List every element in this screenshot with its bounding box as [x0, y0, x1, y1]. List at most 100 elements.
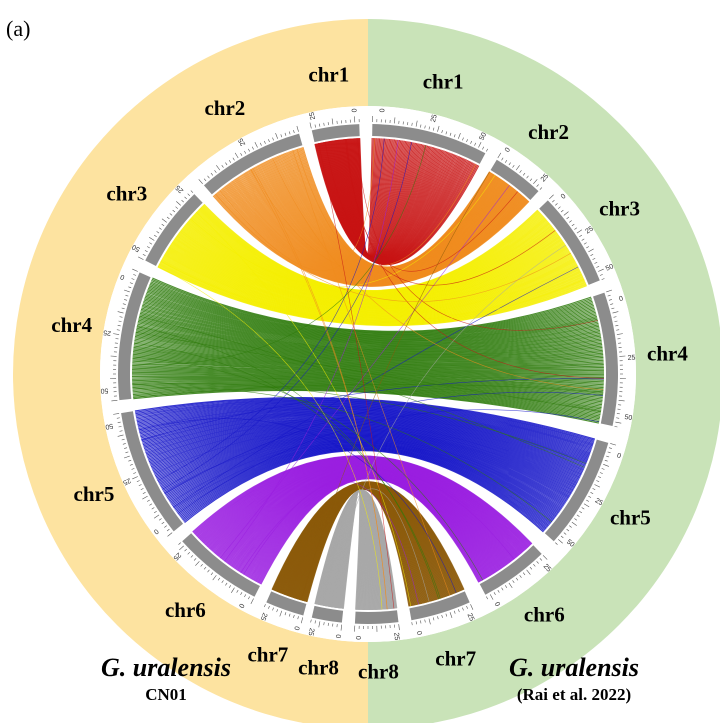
tick-mark	[121, 438, 125, 441]
synteny-link	[139, 315, 585, 468]
tick-mark	[161, 521, 165, 525]
scale-ticks: 0 25 50 0 25 0 25 50 0 25 50 0 25 50 25 0 25 0 25 0 25 0 25 50 2…	[100, 108, 635, 641]
tick-mark	[466, 605, 468, 609]
tick-mark	[610, 443, 617, 446]
right-chr1-ideogram	[372, 124, 486, 164]
tick-label: 25	[175, 183, 186, 194]
tick-mark	[190, 555, 194, 558]
synteny-link	[145, 295, 598, 342]
right-chr6-ideogram	[479, 545, 542, 595]
tick-mark	[449, 132, 452, 136]
right-chr3-ideogram	[539, 200, 600, 285]
synteny-link	[134, 341, 604, 368]
tick-mark	[608, 447, 612, 449]
tick-mark	[428, 618, 431, 625]
tick-mark	[210, 572, 214, 576]
synteny-link	[324, 141, 556, 286]
tick-mark	[432, 617, 435, 621]
tick-mark	[136, 480, 140, 483]
synteny-link	[147, 419, 580, 479]
synteny-link	[135, 330, 604, 361]
tick-mark	[117, 325, 121, 327]
synteny-link	[132, 383, 602, 413]
tick-label: 25	[542, 563, 552, 574]
tick-mark	[240, 592, 243, 595]
left-chr3-label: chr3	[106, 181, 147, 205]
tick-mark	[590, 254, 594, 256]
tick-mark	[566, 216, 570, 220]
tick-mark	[117, 434, 124, 437]
tick-mark	[184, 196, 187, 200]
tick-mark	[181, 199, 184, 203]
tick-mark	[594, 261, 598, 264]
synteny-link	[141, 411, 587, 465]
tick-mark	[563, 532, 567, 535]
left-genome-band	[13, 19, 368, 723]
tick-mark	[272, 607, 274, 611]
tick-mark	[128, 286, 132, 289]
tick-mark	[445, 131, 448, 135]
tick-mark	[331, 118, 334, 125]
synteny-link	[146, 418, 581, 477]
tick-label: 0	[560, 193, 568, 201]
tick-mark	[594, 484, 601, 488]
synteny-link	[148, 421, 579, 483]
synteny-link	[132, 145, 427, 365]
left-chr7-ideogram	[266, 591, 307, 616]
tick-mark	[122, 443, 126, 445]
tick-mark	[601, 278, 605, 280]
tick-mark	[453, 134, 456, 138]
tick-mark	[616, 329, 620, 331]
synteny-link	[136, 324, 603, 358]
synteny-link	[215, 193, 571, 302]
tick-mark	[248, 148, 250, 152]
tick-mark	[153, 514, 160, 519]
tick-mark	[203, 566, 207, 570]
tick-mark	[142, 492, 146, 494]
tick-mark	[576, 514, 580, 517]
synteny-link	[138, 318, 602, 354]
synteny-link	[149, 283, 594, 336]
tick-mark	[244, 150, 247, 154]
tick-mark	[280, 134, 283, 138]
tick-mark	[279, 610, 283, 617]
synteny-link	[146, 290, 596, 339]
tick-mark	[309, 122, 312, 129]
tick-mark	[555, 203, 558, 206]
tick-mark	[216, 165, 221, 171]
synteny-link	[148, 421, 579, 481]
synteny-link	[147, 420, 580, 480]
synteny-link	[137, 323, 603, 357]
synteny-link	[149, 422, 578, 484]
tick-mark	[207, 175, 210, 179]
tick-mark	[615, 421, 622, 424]
right-chr7-ideogram	[409, 591, 470, 621]
tick-mark	[610, 303, 614, 305]
tick-mark	[522, 172, 526, 176]
right-genome-band	[368, 19, 720, 723]
synteny-link	[300, 171, 490, 601]
tick-label: 0	[493, 601, 501, 608]
tick-mark	[616, 417, 620, 419]
synteny-link	[145, 292, 597, 340]
tick-mark	[579, 234, 583, 238]
right-genome-sub: (Rai et al. 2022)	[517, 685, 631, 704]
tick-mark	[323, 122, 325, 126]
tick-mark	[563, 211, 569, 216]
left-chr2-ideogram	[203, 133, 303, 195]
tick-label: 25	[172, 551, 183, 562]
tick-mark	[614, 426, 618, 428]
synteny-link	[134, 339, 604, 367]
synteny-link	[141, 307, 600, 348]
left-genome-sub: CN01	[145, 685, 187, 704]
synteny-link	[157, 430, 570, 498]
tick-mark	[210, 172, 214, 176]
tick-mark	[596, 265, 600, 268]
synteny-link	[143, 414, 585, 469]
synteny-link	[137, 405, 591, 454]
tick-mark	[474, 142, 477, 146]
tick-mark	[129, 282, 133, 284]
tick-mark	[158, 227, 162, 230]
tick-mark	[552, 199, 555, 203]
synteny-link	[132, 385, 601, 416]
